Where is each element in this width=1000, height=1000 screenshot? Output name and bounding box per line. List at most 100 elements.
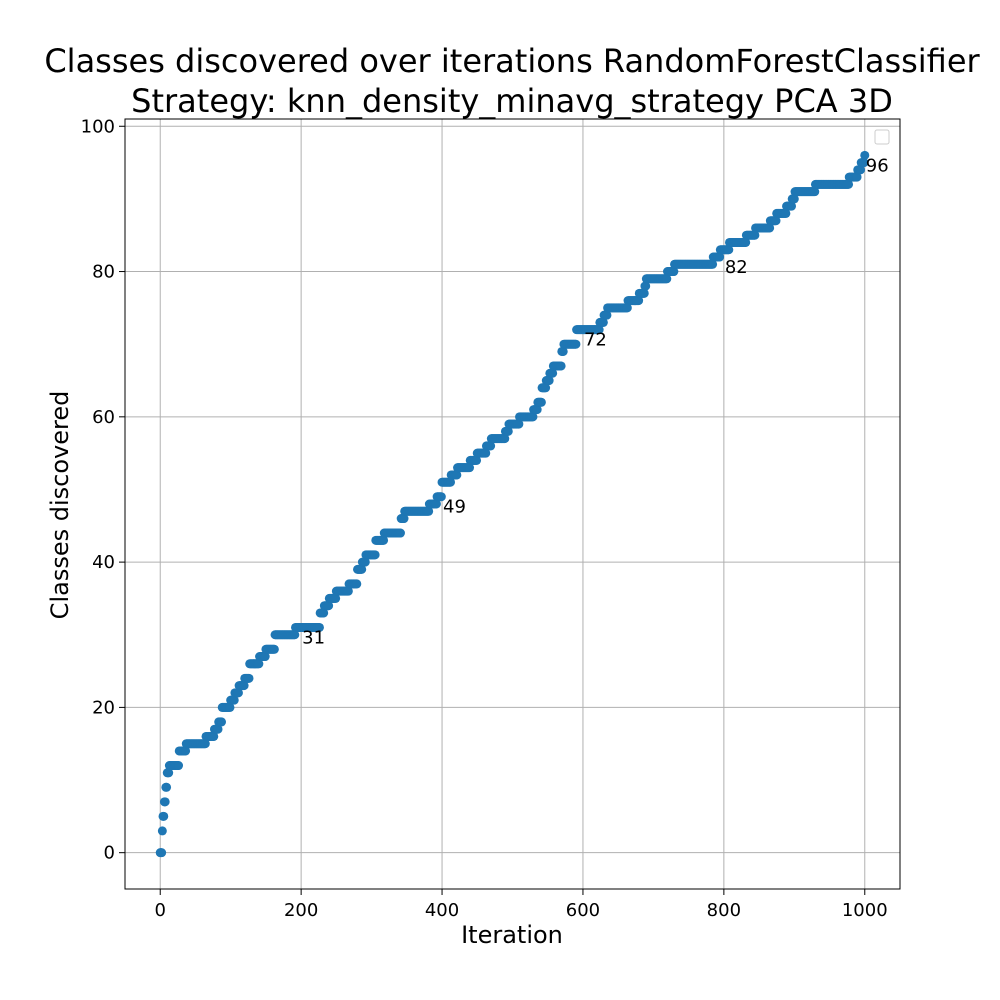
y-tick-label: 40 <box>92 552 115 573</box>
data-label: 72 <box>584 330 607 351</box>
x-tick-label: 0 <box>155 900 166 921</box>
data-point <box>639 288 649 298</box>
data-point <box>290 630 300 640</box>
data-point <box>324 601 334 611</box>
data-point <box>160 797 170 807</box>
data-point <box>157 848 167 858</box>
data-point <box>765 223 775 233</box>
data-point <box>244 673 254 683</box>
plot-frame <box>124 118 901 890</box>
data-point <box>239 681 249 691</box>
data-point <box>528 412 538 422</box>
data-point <box>789 194 799 204</box>
data-point <box>750 230 760 240</box>
data-point <box>174 761 184 771</box>
data-point <box>395 528 405 538</box>
data-point <box>157 826 167 836</box>
data-point <box>431 499 441 509</box>
data-point <box>741 237 751 247</box>
data-point <box>225 702 235 712</box>
data-point <box>254 659 264 669</box>
data-point <box>314 622 324 632</box>
data-point <box>446 477 455 487</box>
data-point <box>503 426 513 436</box>
data-point <box>571 339 581 349</box>
x-tick-label: 200 <box>284 900 318 921</box>
data-point <box>370 550 380 560</box>
data-point <box>217 717 227 727</box>
data-point <box>360 557 370 567</box>
data-point <box>472 455 482 465</box>
data-point <box>852 172 862 182</box>
data-point <box>399 514 409 524</box>
grid <box>125 119 900 889</box>
y-tick-label: 100 <box>81 116 115 137</box>
x-tick-label: 400 <box>425 900 459 921</box>
data-label: 96 <box>866 155 889 176</box>
chart-title-line-2: Strategy: knn_density_minavg_strategy PC… <box>131 82 893 120</box>
data-label: 82 <box>725 257 748 278</box>
data-point <box>662 274 672 284</box>
chart-title-line-1: Classes discovered over iterations Rando… <box>44 42 980 80</box>
x-tick-label: 600 <box>566 900 600 921</box>
data-point <box>465 463 475 473</box>
data-point <box>514 419 524 429</box>
data-point <box>548 368 558 378</box>
data-point <box>164 768 174 778</box>
data-point <box>352 579 362 589</box>
data-point <box>319 608 329 618</box>
data-point <box>500 434 510 444</box>
x-tick-label: 1000 <box>842 900 888 921</box>
data-point <box>213 724 223 734</box>
y-tick-label: 60 <box>92 407 115 428</box>
x-tick-label: 800 <box>707 900 741 921</box>
data-point <box>860 150 870 160</box>
y-tick-label: 20 <box>92 697 115 718</box>
data-point <box>541 383 551 393</box>
data-point <box>424 506 434 516</box>
data-point <box>357 564 367 574</box>
data-point <box>715 252 725 262</box>
data-point <box>436 492 446 502</box>
y-tick-label: 80 <box>92 262 115 283</box>
y-axis-label: Classes discovered <box>46 391 74 620</box>
data-point <box>859 158 869 168</box>
data-point <box>331 593 341 603</box>
ticks: 0 200 400 600 800 1000 0 20 40 60 80 100 <box>81 116 888 921</box>
data-point <box>260 652 270 662</box>
data-point <box>787 201 796 211</box>
data-point <box>159 811 169 821</box>
data-point <box>641 281 651 291</box>
data-point <box>452 470 462 480</box>
data-point <box>708 259 718 269</box>
data-point <box>810 187 820 197</box>
data-point <box>771 216 781 226</box>
data-label: 31 <box>302 627 325 648</box>
data-point <box>844 179 854 189</box>
data-label: 49 <box>443 497 466 518</box>
data-points <box>155 150 870 858</box>
data-point <box>622 303 632 313</box>
data-point <box>532 405 542 415</box>
data-point <box>556 361 566 371</box>
data-point <box>209 731 219 741</box>
legend-box <box>874 129 890 145</box>
data-point <box>162 782 172 792</box>
data-point <box>856 165 866 175</box>
data-point <box>781 208 791 218</box>
data-point <box>181 746 191 756</box>
data-point <box>343 586 353 596</box>
x-axis-label: Iteration <box>461 921 563 949</box>
data-point <box>558 346 568 356</box>
data-point <box>634 296 644 306</box>
y-tick-label: 0 <box>104 843 115 864</box>
data-point <box>269 644 279 654</box>
data-point <box>200 739 210 749</box>
data-point <box>486 441 496 451</box>
data-point <box>481 448 491 458</box>
data-point <box>598 317 608 327</box>
annotations: 31 49 72 82 96 <box>302 155 889 648</box>
data-point <box>379 535 389 545</box>
